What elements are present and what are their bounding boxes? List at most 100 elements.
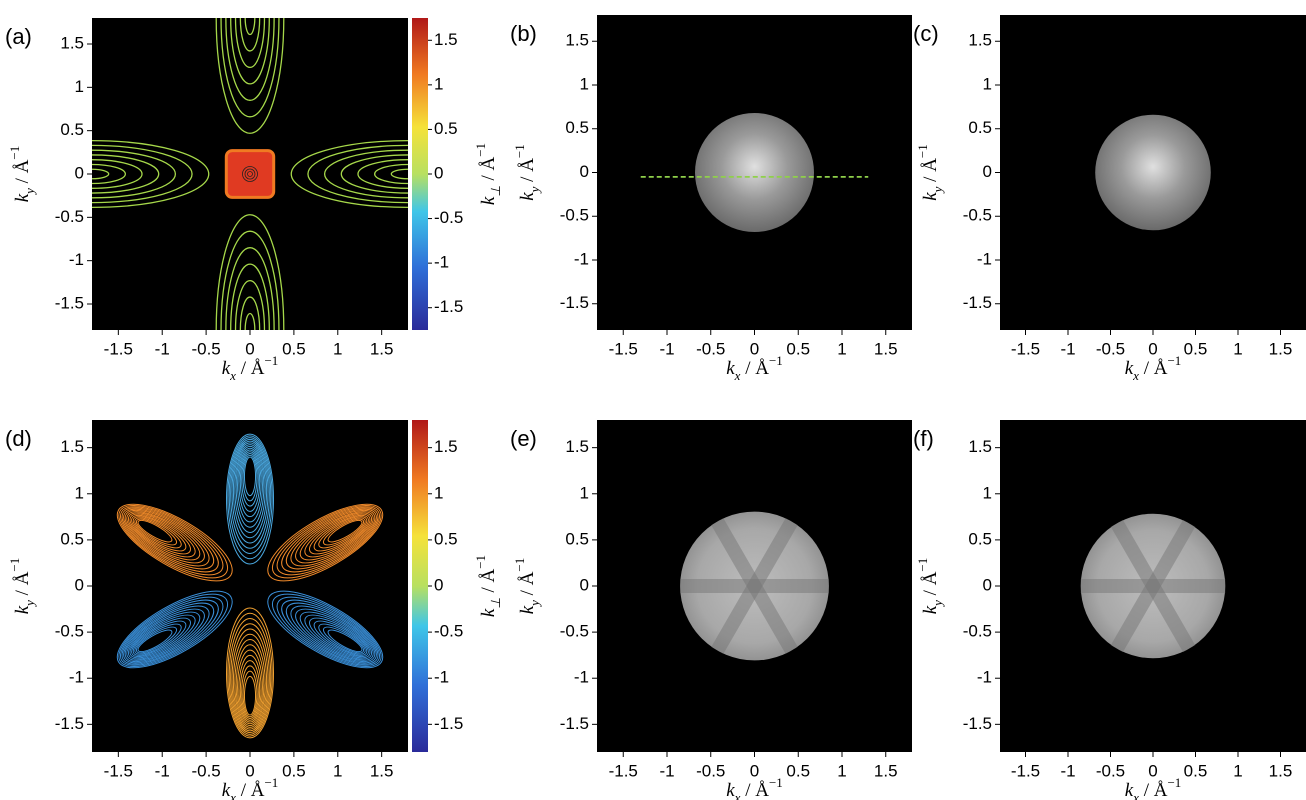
y-tick-label: 0	[75, 575, 84, 594]
x-tick-label: 1.5	[1269, 339, 1293, 358]
y-tick-label: -1	[977, 249, 992, 268]
x-tick-label: 0	[1148, 339, 1157, 358]
y-tick-label: 0.5	[60, 120, 84, 139]
x-tick-label: 0.5	[1184, 339, 1208, 358]
y-tick-label: 0	[580, 162, 589, 181]
label-unit: / Å	[920, 571, 941, 600]
x-tick-label: 0.5	[282, 339, 306, 358]
y-tick-label: -0.5	[963, 206, 992, 225]
x-tick-label: -1.5	[609, 761, 638, 780]
y-tick-label: -1	[69, 250, 84, 269]
x-tick-label: 0	[750, 761, 759, 780]
x-tick-label: -1	[1060, 761, 1075, 780]
x-tick-label: 1.5	[370, 761, 394, 780]
x-tick-label: 1	[1233, 339, 1242, 358]
x-tick-label: 0	[245, 761, 254, 780]
colorbar-tick-label: 1.5	[434, 30, 458, 49]
image-content	[1095, 115, 1211, 231]
page: {"chart_data": [ {"type": "heatmap", "pa…	[0, 0, 1306, 800]
y-tick-label: -1	[977, 668, 992, 687]
label-unit: / Å	[12, 159, 33, 188]
x-tick-label: -1	[155, 761, 170, 780]
y-tick-label: 0.5	[565, 118, 589, 137]
x-tick-label: -1.5	[1011, 761, 1040, 780]
label-unit: / Å	[517, 158, 538, 187]
y-tick-label: -1	[574, 668, 589, 687]
y-tick-label: -1.5	[560, 293, 589, 312]
colorbar-tick-label: -1.5	[434, 714, 463, 733]
y-tick-label: -1	[69, 668, 84, 687]
panel: (a)-1.5-1-0.500.511.5-1.5-1-0.500.511.5k…	[0, 0, 525, 445]
x-tick-label: -1.5	[609, 339, 638, 358]
label-superscript: −1	[1167, 353, 1181, 368]
y-axis-label: ky / Å−1	[915, 144, 945, 201]
x-tick-label: 1.5	[874, 339, 898, 358]
label-subscript: ⊥	[488, 185, 503, 196]
y-tick-label: -0.5	[963, 622, 992, 641]
x-tick-label: -1.5	[104, 761, 133, 780]
emission-disk	[695, 113, 814, 232]
image-content	[680, 512, 829, 661]
label-unit: / Å	[740, 780, 769, 800]
label-unit: / Å	[478, 569, 499, 598]
colorbar	[412, 18, 428, 330]
x-tick-label: -1.5	[104, 339, 133, 358]
y-tick-label: 1	[580, 74, 589, 93]
y-tick-label: 1.5	[565, 437, 589, 456]
x-tick-label: -1	[1060, 339, 1075, 358]
panel-label: (a)	[5, 24, 32, 49]
x-tick-label: -1	[155, 339, 170, 358]
x-tick-label: 0.5	[282, 761, 306, 780]
y-tick-label: -1.5	[963, 293, 992, 312]
label-superscript: −1	[915, 558, 930, 572]
y-tick-label: 1	[580, 483, 589, 502]
image-content	[1081, 514, 1226, 659]
x-tick-label: 0.5	[786, 339, 810, 358]
colorbar-tick-label: -1	[434, 253, 449, 272]
label-unit: / Å	[517, 571, 538, 600]
center-pocket	[226, 151, 273, 198]
label-superscript: −1	[1167, 775, 1181, 790]
y-tick-label: -0.5	[55, 622, 84, 641]
x-tick-label: -0.5	[191, 339, 220, 358]
x-tick-label: 0.5	[1184, 761, 1208, 780]
colorbar-tick-label: -0.5	[434, 208, 463, 227]
label-unit: / Å	[1139, 780, 1168, 800]
label-superscript: −1	[7, 146, 22, 160]
emission-disk	[1095, 115, 1211, 231]
label-unit: / Å	[740, 358, 769, 379]
x-axis-label: kx / Å−1	[726, 353, 783, 383]
x-tick-label: -0.5	[1096, 339, 1125, 358]
x-tick-label: 1	[837, 339, 846, 358]
x-tick-label: 0	[750, 339, 759, 358]
y-tick-label: 1	[983, 74, 992, 93]
y-tick-label: -1.5	[55, 714, 84, 733]
colorbar-tick-label: 1.5	[434, 437, 458, 456]
x-tick-label: 1	[333, 761, 342, 780]
y-tick-label: -1.5	[963, 714, 992, 733]
x-tick-label: 0	[245, 339, 254, 358]
label-superscript: −1	[473, 555, 488, 569]
x-tick-label: -1	[659, 761, 674, 780]
label-superscript: −1	[512, 558, 527, 572]
x-axis-label: kx / Å−1	[1125, 353, 1182, 383]
y-tick-label: 1.5	[968, 437, 992, 456]
panel-label: (e)	[510, 426, 537, 451]
label-superscript: −1	[915, 144, 930, 158]
label-subscript: ⊥	[488, 597, 503, 608]
x-axis-label: kx / Å−1	[222, 353, 279, 383]
y-tick-label: 0	[75, 163, 84, 182]
label-unit: / Å	[920, 158, 941, 187]
label-unit: / Å	[236, 358, 265, 379]
colorbar-tick-label: 1	[434, 483, 443, 502]
y-tick-label: -0.5	[560, 206, 589, 225]
colorbar-label: k⊥ / Å−1	[473, 555, 503, 617]
x-tick-label: -0.5	[696, 339, 725, 358]
y-axis-label: ky / Å−1	[7, 146, 37, 203]
y-tick-label: 1.5	[60, 33, 84, 52]
y-tick-label: 0	[580, 575, 589, 594]
figure: (a) -1.5 -1 -0.5 0 0.5 1 1.5 -1.5 -1 -0.5 0 0.5 1 1.5 k…	[0, 0, 1306, 800]
label-unit: / Å	[12, 571, 33, 600]
